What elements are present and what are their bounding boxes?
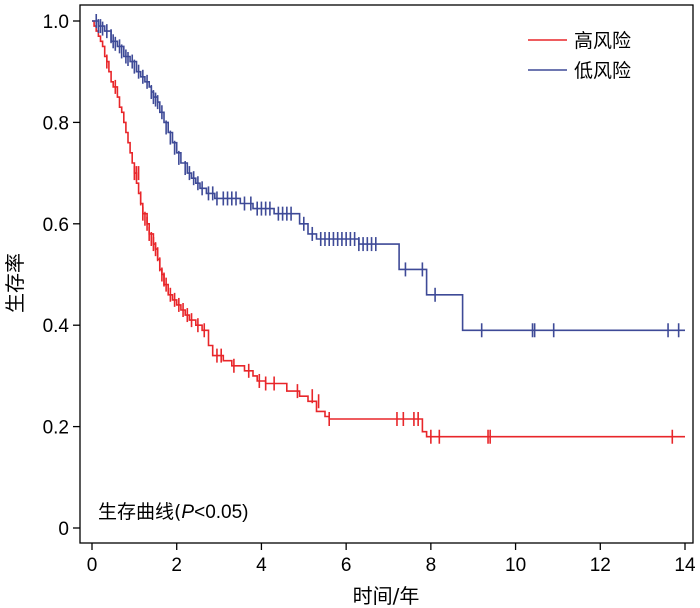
x-axis: 0 2 4 6 8 10 12 14	[87, 543, 696, 576]
y-tick-label: 0	[58, 519, 69, 540]
y-tick-label: 0.2	[43, 418, 69, 439]
annotation-suffix: <0.05)	[194, 502, 248, 523]
survival-curve	[92, 20, 685, 438]
y-axis: 0 0.2 0.4 0.6 0.8 1.0	[43, 12, 80, 540]
y-tick-label: 1.0	[43, 12, 69, 33]
y-tick-label: 0.4	[43, 316, 70, 337]
y-tick-label: 0.6	[43, 215, 69, 236]
plot-frame	[79, 4, 694, 544]
series-low-risk	[92, 14, 685, 338]
y-tick-label: 0.8	[43, 113, 69, 134]
x-tick-label: 6	[341, 555, 352, 576]
x-tick-label: 4	[256, 555, 267, 576]
legend-label: 低风险	[574, 60, 631, 82]
plot-area	[79, 4, 694, 544]
series-high-risk	[92, 20, 685, 444]
series-layer	[92, 14, 685, 444]
x-tick-label: 14	[674, 555, 696, 576]
p-value-annotation: 生存曲线(P<0.05)	[98, 501, 249, 523]
x-tick-label: 12	[590, 555, 611, 576]
x-tick-label: 0	[87, 555, 98, 576]
x-tick-label: 10	[505, 555, 526, 576]
x-tick-label: 2	[171, 555, 182, 576]
annotation-p: P	[181, 502, 194, 523]
survival-curve	[92, 20, 685, 332]
legend-label: 高风险	[574, 30, 631, 52]
x-tick-label: 8	[426, 555, 437, 576]
x-axis-title: 时间/年	[353, 584, 420, 608]
annotation-prefix: 生存曲线(	[98, 501, 181, 523]
y-axis-title: 生存率	[3, 253, 27, 313]
